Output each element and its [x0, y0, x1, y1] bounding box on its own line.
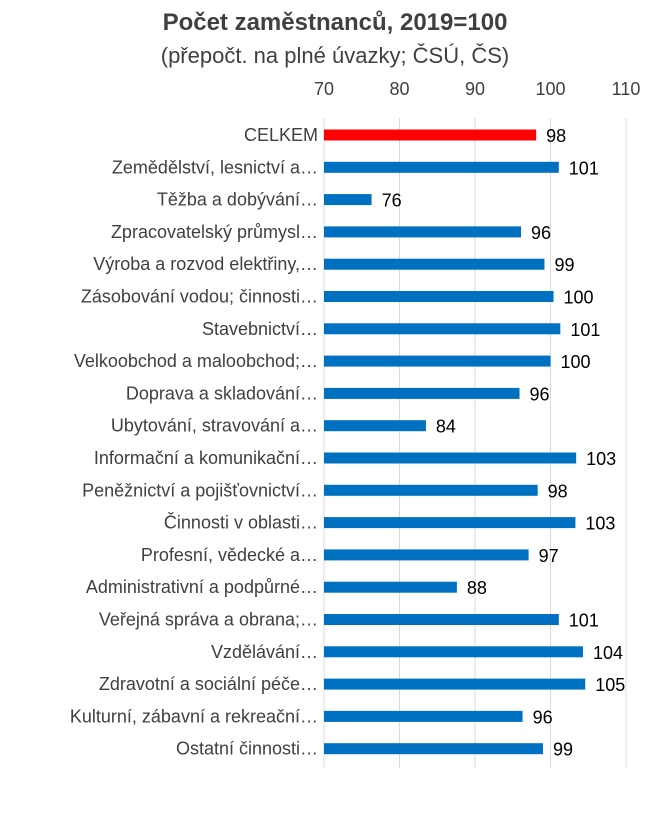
x-tick-label: 110: [612, 79, 641, 99]
bars: [324, 129, 586, 755]
category-label: Těžba a dobývání…: [157, 190, 318, 210]
category-label: Doprava a skladování…: [126, 383, 318, 403]
bar: [324, 452, 577, 464]
x-tick-label: 70: [314, 79, 334, 99]
bar: [324, 355, 551, 367]
category-label: Zásobování vodou; činnosti…: [81, 287, 318, 307]
chart-title: Počet zaměstnanců, 2019=100: [163, 9, 508, 36]
bar: [324, 678, 586, 690]
chart-subtitle: (přepočt. na plné úvazky; ČSÚ, ČS): [161, 43, 509, 68]
bar: [324, 323, 561, 335]
value-label: 96: [533, 707, 553, 727]
category-label: Zpracovatelský průmysl…: [111, 222, 318, 242]
value-label: 99: [554, 255, 574, 275]
bar: [324, 517, 576, 529]
category-label: Kulturní, zábavní a rekreační…: [70, 706, 318, 726]
category-label: Informační a komunikační…: [94, 448, 318, 468]
bar: [324, 581, 457, 593]
value-label: 97: [539, 546, 559, 566]
bar: [324, 710, 523, 722]
value-label: 103: [586, 449, 616, 469]
value-label: 100: [564, 288, 594, 308]
bar: [324, 646, 583, 658]
category-labels: CELKEM Zemědělství, lesnictví a… Těžba a d…: [70, 125, 318, 759]
bar: [324, 484, 538, 496]
bar: [324, 129, 537, 141]
category-label: Ostatní činnosti…: [176, 739, 318, 759]
category-label: Výroba a rozvod elektřiny,…: [93, 254, 318, 274]
x-axis-ticks: 70 80 90 100 110: [314, 79, 640, 99]
category-label: Profesní, vědecké a…: [141, 545, 318, 565]
value-label: 101: [569, 611, 599, 631]
bar: [324, 387, 520, 399]
bar: [324, 226, 522, 238]
value-label: 76: [382, 191, 402, 211]
category-label: Vzdělávání…: [211, 642, 318, 662]
bar: [324, 258, 545, 270]
value-label: 84: [436, 417, 456, 437]
category-label: Činnosti v oblasti…: [164, 512, 318, 533]
bar: [324, 161, 559, 173]
value-label: 98: [548, 481, 568, 501]
value-label: 99: [553, 740, 573, 760]
value-label: 96: [530, 384, 550, 404]
category-label: Stavebnictví…: [202, 319, 318, 339]
x-tick-label: 90: [465, 79, 485, 99]
category-label: Administrativní a podpůrné…: [86, 577, 318, 597]
category-label: Peněžnictví a pojišťovnictví…: [82, 480, 318, 500]
category-label: Zemědělství, lesnictví a…: [112, 157, 318, 177]
value-label: 88: [467, 578, 487, 598]
value-label: 105: [595, 675, 625, 695]
category-label: Velkoobchod a maloobchod;…: [74, 351, 318, 371]
value-label: 100: [561, 352, 591, 372]
bar: [324, 194, 372, 206]
bar: [324, 743, 543, 755]
bar: [324, 291, 554, 302]
value-label: 101: [570, 320, 600, 340]
category-label: Zdravotní a sociální péče…: [99, 674, 318, 694]
bar: [324, 549, 529, 561]
value-label: 96: [531, 223, 551, 243]
x-tick-label: 80: [389, 79, 409, 99]
value-label: 104: [593, 643, 623, 663]
gridlines: [323, 118, 627, 768]
category-label: Ubytování, stravování a…: [111, 416, 318, 436]
bar: [324, 614, 559, 625]
category-label: Veřejná správa a obrana;…: [99, 610, 318, 630]
category-label: CELKEM: [244, 125, 318, 145]
x-tick-label: 100: [535, 79, 565, 99]
value-label: 103: [585, 514, 615, 534]
value-label: 101: [569, 158, 599, 178]
value-label: 98: [546, 126, 566, 146]
value-labels: 9810176969910010110096841039810397881011…: [382, 126, 626, 760]
bar: [324, 420, 426, 432]
